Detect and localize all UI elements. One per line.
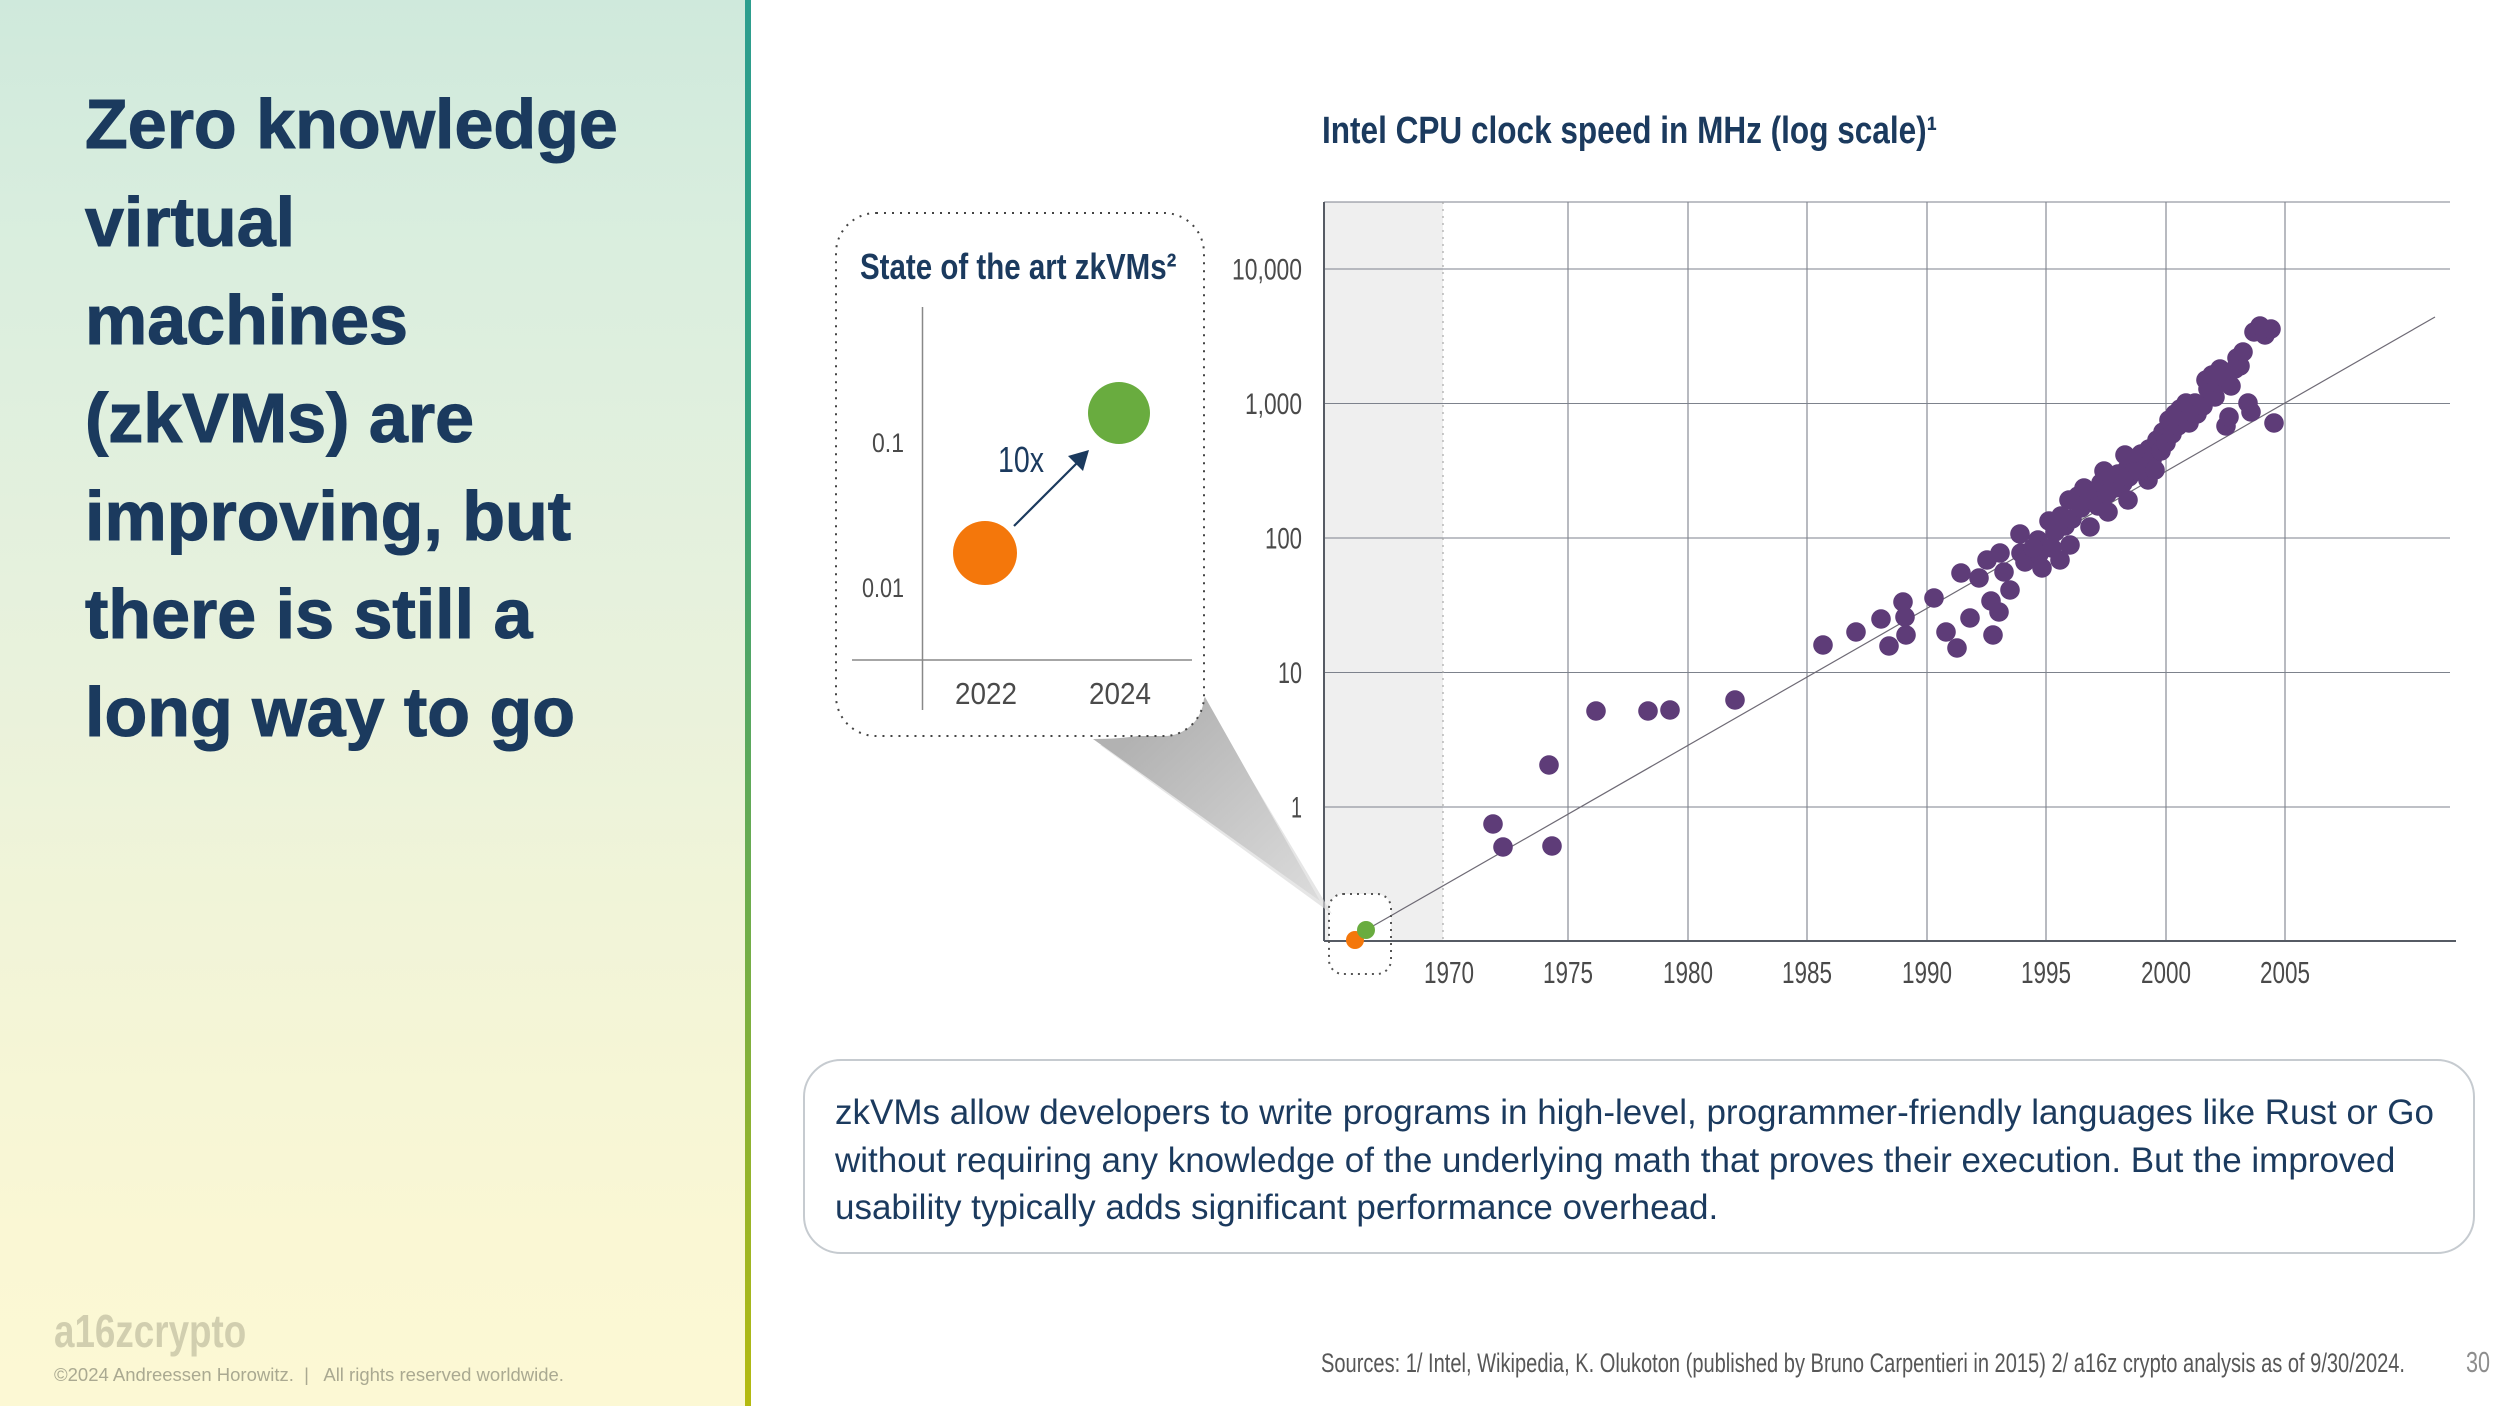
svg-text:2022: 2022 [955, 677, 1017, 711]
svg-text:10,000: 10,000 [1232, 254, 1302, 287]
svg-text:1990: 1990 [1902, 956, 1952, 990]
svg-text:1995: 1995 [2021, 956, 2071, 990]
svg-text:1: 1 [1291, 792, 1302, 825]
svg-text:0.01: 0.01 [862, 573, 904, 603]
svg-text:2005: 2005 [2260, 956, 2310, 990]
svg-text:State of the art zkVMs²: State of the art zkVMs² [860, 246, 1176, 286]
svg-text:1975: 1975 [1543, 956, 1593, 990]
svg-text:1970: 1970 [1424, 956, 1474, 990]
svg-text:100: 100 [1265, 523, 1302, 556]
svg-text:1980: 1980 [1663, 956, 1713, 990]
svg-text:1,000: 1,000 [1245, 388, 1302, 421]
svg-text:10: 10 [1278, 657, 1302, 690]
svg-text:2000: 2000 [2141, 956, 2191, 990]
svg-text:Sources: 1/ Intel, Wikipedia,: Sources: 1/ Intel, Wikipedia, K. Olukoto… [1321, 1348, 2405, 1378]
svg-text:0.1: 0.1 [872, 428, 904, 458]
svg-text:2024: 2024 [1089, 677, 1151, 711]
svg-text:10x: 10x [998, 439, 1044, 480]
svg-text:1985: 1985 [1782, 956, 1832, 990]
svg-text:30: 30 [2466, 1347, 2490, 1379]
